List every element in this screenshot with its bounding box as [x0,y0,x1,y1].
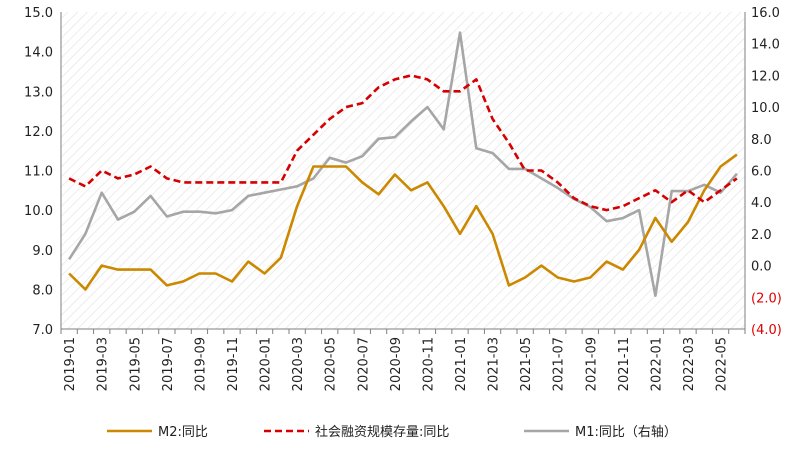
x-tick-label: 2020-09 [389,337,404,391]
legend: M2:同比 社会融资规模存量:同比 M1:同比（右轴） [107,424,677,440]
series-line-2 [68,31,738,298]
left-tick-label: 14.0 [24,46,53,61]
x-tick-label: 2020-03 [291,337,306,391]
legend-label: 社会融资规模存量:同比 [315,424,449,440]
x-tick-label: 2021-03 [487,337,502,391]
x-tick-label: 2022-05 [715,337,730,391]
x-tick-label: 2021-01 [454,337,469,391]
x-tick-label: 2021-07 [552,337,567,391]
legend-label: M1:同比（右轴） [575,425,677,440]
x-tick-label: 2019-01 [63,337,78,391]
left-tick-label: 15.0 [24,6,53,21]
right-tick-label: 6.0 [751,165,772,180]
right-tick-label: 0.0 [751,260,772,275]
right-tick-label: 14.0 [751,38,780,53]
left-tick-label: 10.0 [24,204,53,219]
right-tick-label: 12.0 [751,69,780,84]
x-tick-label: 2019-05 [128,337,143,391]
legend-label: M2:同比 [158,425,208,440]
series-line-1 [68,74,738,212]
plot-area [61,12,745,329]
x-tick-label: 2022-03 [682,337,697,391]
x-tick-label: 2021-11 [617,337,632,391]
left-tick-label: 7.0 [32,323,53,338]
left-tick-label: 12.0 [24,125,53,140]
x-tick-label: 2019-03 [96,337,111,391]
series-line-0 [68,153,738,291]
right-tick-label: 10.0 [751,101,780,116]
right-tick-label: 8.0 [751,133,772,148]
x-tick-label: 2020-07 [356,337,371,391]
right-tick-label: (2.0) [751,291,782,306]
x-tick-label: 2020-11 [421,337,436,391]
right-tick-label: 2.0 [751,228,772,243]
x-tick-label: 2020-01 [259,337,274,391]
x-tick-label: 2022-01 [649,337,664,391]
left-tick-label: 8.0 [32,283,53,298]
left-tick-label: 11.0 [24,165,53,180]
x-tick-label: 2019-09 [193,337,208,391]
left-tick-label: 9.0 [32,244,53,259]
right-tick-label: (4.0) [751,323,782,338]
x-tick-label: 2021-09 [584,337,599,391]
left-tick-label: 13.0 [24,85,53,100]
right-tick-label: 4.0 [751,196,772,211]
right-tick-label: 16.0 [751,6,780,21]
x-tick-label: 2020-05 [324,337,339,391]
x-tick-label: 2021-05 [519,337,534,391]
x-tick-label: 2019-07 [161,337,176,391]
x-tick-label: 2019-11 [226,337,241,391]
